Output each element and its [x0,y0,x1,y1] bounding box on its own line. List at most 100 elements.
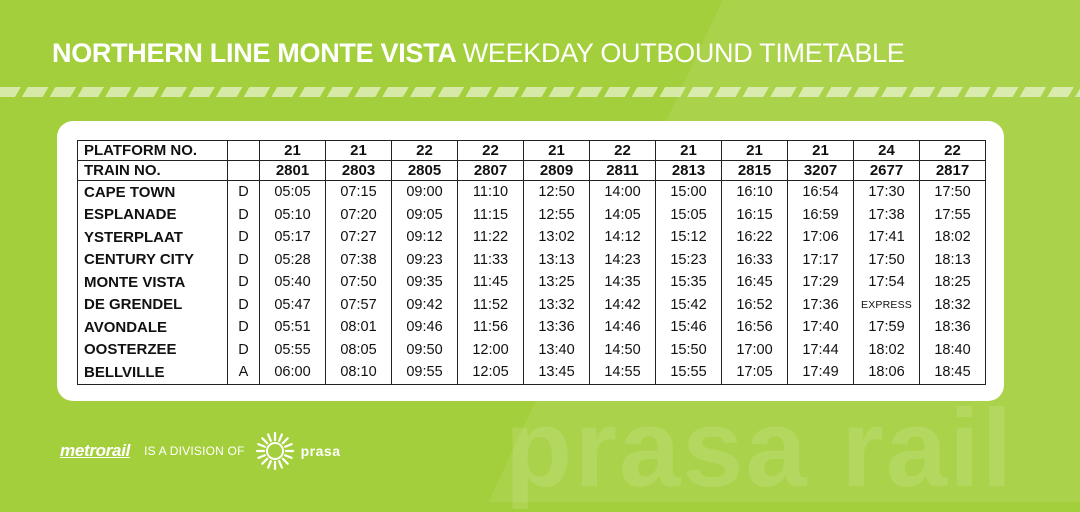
departure-time: 09:23 [391,248,458,271]
departure-time: 15:12 [655,226,722,249]
sun-ray [281,457,289,465]
departure-time: 07:15 [325,180,392,204]
departure-time: 13:40 [523,338,590,361]
station-name: ESPLANADE [77,203,228,226]
departure-time: 17:05 [721,361,788,385]
departure-time: 14:55 [589,361,656,385]
departure-time: 09:05 [391,203,458,226]
departure-time: 17:30 [853,180,920,204]
sun-ray [266,433,272,442]
sun-ray [256,454,266,459]
departure-time: 06:00 [259,361,326,385]
departure-time: 12:00 [457,338,524,361]
title-line-type: WEEKDAY OUTBOUND TIMETABLE [462,38,905,68]
platform-label: PLATFORM NO. [77,140,228,161]
station-row: CAPE TOWN D 05:05 07:15 09:00 11:10 12:50 14:00… [77,180,986,204]
platform-number: 21 [259,140,326,161]
departure-time: 17:49 [787,361,854,385]
departure-time: 14:00 [589,180,656,204]
arrive-depart-code: A [227,361,260,385]
train-number: 3207 [787,160,854,181]
station-name: YSTERPLAAT [77,226,228,249]
train-number: 2677 [853,160,920,181]
arrive-depart-code: D [227,338,260,361]
departure-time: 05:47 [259,293,326,316]
departure-time: 17:00 [721,338,788,361]
departure-time: 16:33 [721,248,788,271]
departure-time: 11:56 [457,316,524,339]
prasa-sun-icon [255,431,294,471]
division-text: IS A DIVISION OF [144,444,245,458]
departure-time: 14:23 [589,248,656,271]
station-row: YSTERPLAAT D 05:17 07:27 09:12 11:22 13:02 14:1… [77,226,986,249]
departure-time: 07:57 [325,293,392,316]
station-row: ESPLANADE D 05:10 07:20 09:05 11:15 12:55 14:05… [77,203,986,226]
departure-time: 11:52 [457,293,524,316]
decorative-stripe [0,87,1080,97]
platform-number: 21 [787,140,854,161]
departure-time: 09:42 [391,293,458,316]
departure-time: 17:41 [853,226,920,249]
departure-time: 17:17 [787,248,854,271]
departure-time: EXPRESS [853,293,920,316]
arrive-depart-code: D [227,271,260,294]
departure-time: 18:36 [919,316,986,339]
departure-time: 18:06 [853,361,920,385]
arrive-depart-code: D [227,203,260,226]
departure-time: 14:46 [589,316,656,339]
station-name: OOSTERZEE [77,338,228,361]
station-row: OOSTERZEE D 05:55 08:05 09:50 12:00 13:40 14:50… [77,338,986,361]
departure-time: 17:54 [853,271,920,294]
departure-time: 15:35 [655,271,722,294]
prasa-logo: prasa [300,443,341,459]
departure-time: 13:45 [523,361,590,385]
train-number: 2813 [655,160,722,181]
platform-number: 21 [523,140,590,161]
departure-time: 09:46 [391,316,458,339]
sun-ray [277,460,283,469]
departure-time: 11:22 [457,226,524,249]
sun-ray [260,457,268,465]
departure-time: 17:44 [787,338,854,361]
departure-time: 15:23 [655,248,722,271]
departure-time: 16:22 [721,226,788,249]
watermark: prasa rail [505,387,1015,510]
blank-cell [227,140,260,161]
departure-time: 12:05 [457,361,524,385]
timetable-body: PLATFORM NO. 21 21 22 22 21 22 21 21 21 24 22 TRAI… [77,140,986,385]
departure-time: 16:52 [721,293,788,316]
departure-time: 16:15 [721,203,788,226]
arrive-depart-code: D [227,248,260,271]
title-line-name: NORTHERN LINE MONTE VISTA [52,38,456,68]
arrive-depart-code: D [227,180,260,204]
departure-time: 16:54 [787,180,854,204]
sun-ray [256,443,266,448]
departure-time: 13:36 [523,316,590,339]
departure-time: 08:10 [325,361,392,385]
departure-time: 15:46 [655,316,722,339]
sun-ray [283,454,293,459]
arrive-depart-code: D [227,293,260,316]
station-row: AVONDALE D 05:51 08:01 09:46 11:56 13:36 14:46 1… [77,316,986,339]
station-name: BELLVILLE [77,361,228,385]
timetable: PLATFORM NO. 21 21 22 22 21 22 21 21 21 24 22 TRAI… [77,140,986,385]
sun-ray [260,437,268,445]
departure-time: 15:42 [655,293,722,316]
departure-time: 07:38 [325,248,392,271]
train-number: 2803 [325,160,392,181]
station-row: DE GRENDEL D 05:47 07:57 09:42 11:52 13:32 14:4… [77,293,986,316]
departure-time: 17:50 [919,180,986,204]
departure-time: 09:00 [391,180,458,204]
blank-cell [227,160,260,181]
departure-time: 05:40 [259,271,326,294]
departure-time: 05:51 [259,316,326,339]
departure-time: 05:10 [259,203,326,226]
departure-time: 16:45 [721,271,788,294]
departure-time: 08:05 [325,338,392,361]
departure-time: 05:17 [259,226,326,249]
departure-time: 17:55 [919,203,986,226]
train-row: TRAIN NO. 2801 2803 2805 2807 2809 2811 2813 28… [77,160,986,181]
platform-number: 21 [325,140,392,161]
departure-time: 15:55 [655,361,722,385]
departure-time: 17:38 [853,203,920,226]
